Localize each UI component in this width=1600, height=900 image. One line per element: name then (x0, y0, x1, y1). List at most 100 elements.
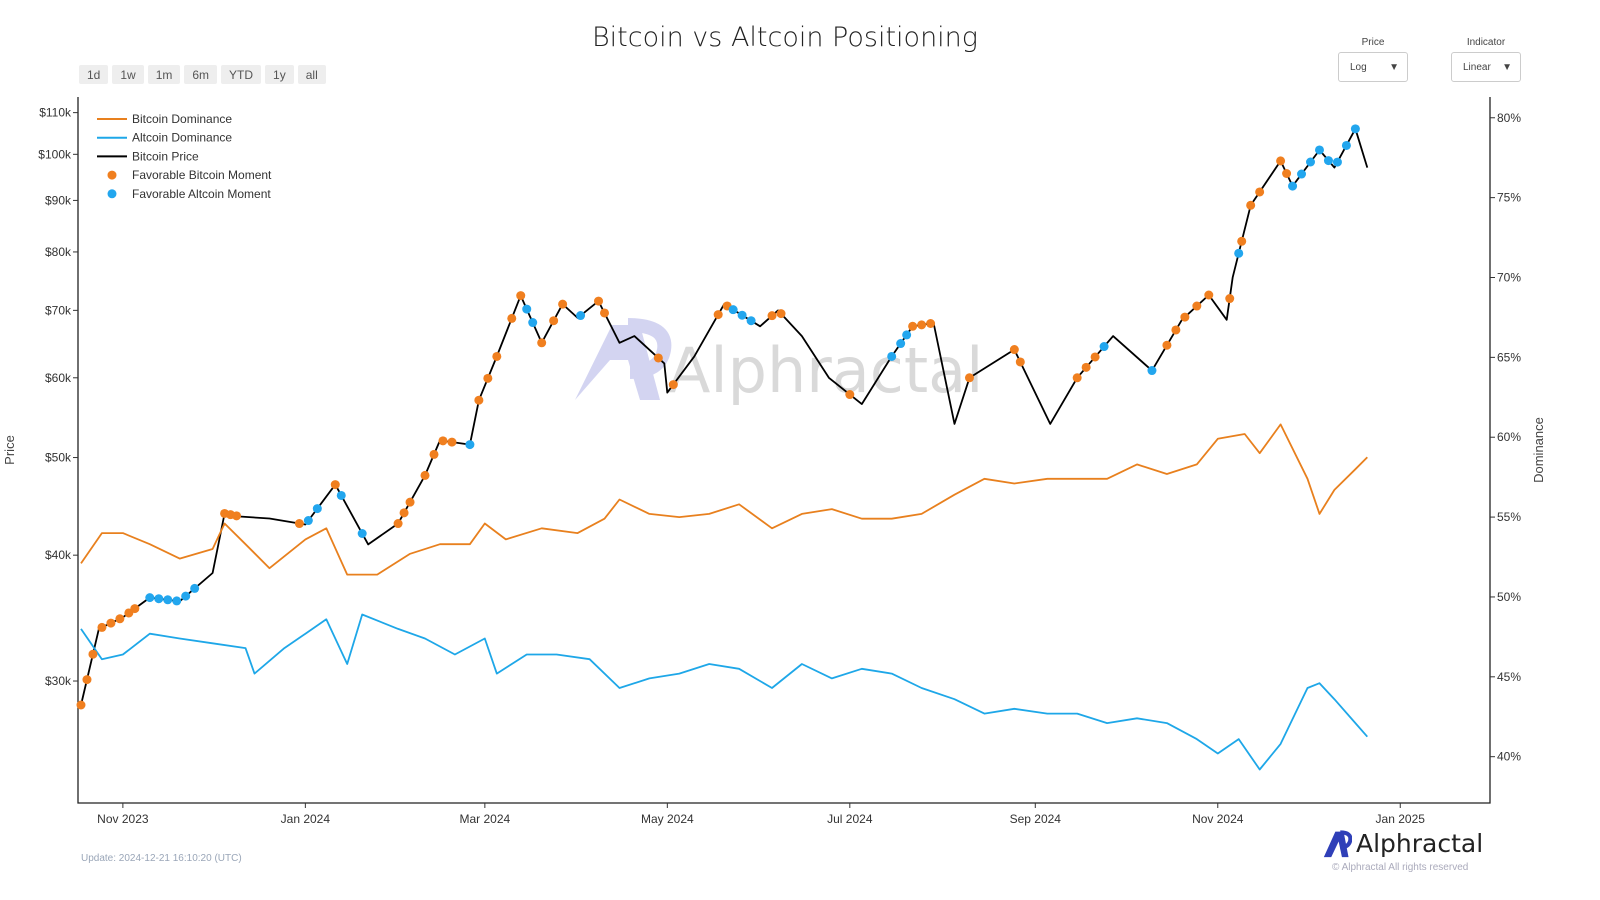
legend-swatch (107, 170, 117, 180)
indicator-scale-control: Indicator Linear ▼ (1451, 37, 1521, 82)
x-tick-label: Nov 2024 (1192, 812, 1244, 826)
bitcoin-dominance-line (80, 423, 1368, 576)
range-ytd-button[interactable]: YTD (221, 65, 262, 84)
favorable-bitcoin-moment-marker (653, 353, 663, 363)
favorable-bitcoin-moment-marker (115, 614, 125, 624)
favorable-bitcoin-moment-marker (908, 321, 918, 331)
range-1d-button[interactable]: 1d (79, 65, 109, 84)
favorable-bitcoin-moment-marker (1225, 294, 1235, 304)
favorable-bitcoin-moment-marker (294, 519, 304, 529)
y-axis-title: Price (2, 435, 17, 465)
favorable-altcoin-moment-marker (728, 305, 738, 315)
favorable-altcoin-moment-marker (190, 583, 200, 593)
range-1w-button[interactable]: 1w (112, 65, 144, 84)
y-tick-label: $60k (45, 371, 72, 385)
favorable-altcoin-moment-marker (336, 490, 346, 500)
favorable-bitcoin-moment-marker (438, 436, 448, 446)
favorable-bitcoin-moment-marker (76, 700, 86, 710)
favorable-bitcoin-moment-marker (399, 508, 409, 518)
brand-logo: Alphractal (1322, 830, 1483, 858)
favorable-bitcoin-moment-marker (420, 470, 430, 480)
favorable-bitcoin-moment-marker (537, 338, 547, 348)
favorable-bitcoin-moment-marker (492, 351, 502, 361)
favorable-bitcoin-moment-marker (1171, 325, 1181, 335)
y2-axis-title: Dominance (1531, 417, 1546, 483)
favorable-bitcoin-moment-marker (1246, 200, 1256, 210)
range-1m-button[interactable]: 1m (147, 65, 181, 84)
favorable-bitcoin-moment-marker (558, 299, 568, 309)
x-tick-label: May 2024 (641, 812, 694, 826)
favorable-bitcoin-moment-marker (1162, 340, 1172, 350)
legend-swatch (107, 189, 117, 199)
y-tick-label: $90k (45, 193, 72, 207)
favorable-bitcoin-moment-marker (845, 390, 855, 400)
legend-entry: Favorable Altcoin Moment (132, 187, 271, 201)
copyright: © Alphractal All rights reserved (1332, 862, 1469, 873)
legend-entry: Bitcoin Dominance (132, 112, 232, 126)
favorable-bitcoin-moment-marker (393, 519, 403, 529)
favorable-bitcoin-moment-marker (88, 649, 98, 659)
watermark-logo-p-icon (627, 318, 672, 379)
update-timestamp: Update: 2024-12-21 16:10:20 (UTC) (81, 853, 242, 864)
favorable-bitcoin-moment-marker (767, 311, 777, 321)
favorable-altcoin-moment-marker (1234, 248, 1244, 258)
bitcoin-price-line (80, 127, 1369, 706)
x-tick-label: Jan 2025 (1376, 812, 1426, 826)
favorable-bitcoin-moment-marker (600, 308, 610, 318)
y-tick-label: $50k (45, 451, 72, 465)
favorable-bitcoin-moment-marker (474, 395, 484, 405)
y2-tick-label: 55% (1497, 510, 1521, 524)
favorable-bitcoin-moment-marker (1192, 301, 1202, 311)
range-6m-button[interactable]: 6m (184, 65, 218, 84)
x-tick-label: Jul 2024 (827, 812, 873, 826)
brand-name: Alphractal (1356, 829, 1484, 858)
favorable-bitcoin-moment-marker (1090, 352, 1100, 362)
watermark: Alphractal (575, 318, 983, 407)
favorable-altcoin-moment-marker (528, 318, 538, 328)
favorable-bitcoin-moment-marker (447, 437, 457, 447)
indicator-scale-value: Linear (1463, 61, 1491, 73)
range-all-button[interactable]: all (297, 65, 326, 84)
y2-tick-label: 75% (1497, 191, 1521, 205)
y-tick-label: $40k (45, 548, 72, 562)
indicator-scale-select[interactable]: Linear ▼ (1451, 52, 1521, 82)
favorable-bitcoin-moment-marker (516, 291, 526, 301)
indicator-scale-label: Indicator (1466, 37, 1506, 48)
favorable-bitcoin-moment-marker (549, 316, 559, 326)
favorable-bitcoin-moment-marker (405, 497, 415, 507)
y2-tick-label: 50% (1497, 590, 1521, 604)
favorable-bitcoin-moment-marker (1237, 236, 1247, 246)
caret-down-icon: ▼ (1389, 61, 1399, 73)
favorable-altcoin-moment-marker (896, 339, 906, 349)
favorable-altcoin-moment-marker (1297, 169, 1307, 179)
x-tick-label: Nov 2023 (97, 812, 149, 826)
range-selector: 1d 1w 1m 6m YTD 1y all (79, 65, 326, 84)
y-tick-label: $110k (39, 106, 72, 120)
legend: Bitcoin Dominance Altcoin Dominance Bitcoi… (97, 112, 272, 201)
altcoin-dominance-line (80, 613, 1368, 771)
favorable-bitcoin-moment-marker (1204, 290, 1214, 300)
favorable-altcoin-moment-marker (163, 595, 173, 605)
favorable-altcoin-moment-marker (576, 311, 586, 321)
favorable-bitcoin-moment-marker (507, 313, 517, 323)
favorable-altcoin-moment-marker (737, 310, 747, 320)
favorable-bitcoin-moment-marker (926, 318, 936, 328)
legend-entry: Favorable Bitcoin Moment (132, 168, 272, 182)
legend-entry: Bitcoin Price (132, 149, 199, 163)
y-tick-label: $70k (45, 303, 72, 317)
y-tick-label: $80k (45, 245, 72, 259)
price-scale-select[interactable]: Log ▼ (1338, 52, 1408, 82)
favorable-altcoin-moment-marker (181, 591, 191, 601)
alphractal-logo-icon (1323, 830, 1352, 858)
range-1y-button[interactable]: 1y (265, 65, 294, 84)
favorable-bitcoin-moment-marker (483, 373, 493, 383)
favorable-bitcoin-moment-marker (1072, 373, 1082, 383)
favorable-bitcoin-moment-marker (1015, 357, 1025, 367)
y2-tick-label: 45% (1497, 670, 1521, 684)
favorable-bitcoin-moment-marker (713, 310, 723, 320)
favorable-bitcoin-moment-marker (594, 296, 604, 306)
favorable-altcoin-moment-marker (1314, 145, 1324, 155)
favorable-altcoin-moment-marker (522, 304, 532, 314)
legend-entry: Altcoin Dominance (132, 131, 232, 145)
